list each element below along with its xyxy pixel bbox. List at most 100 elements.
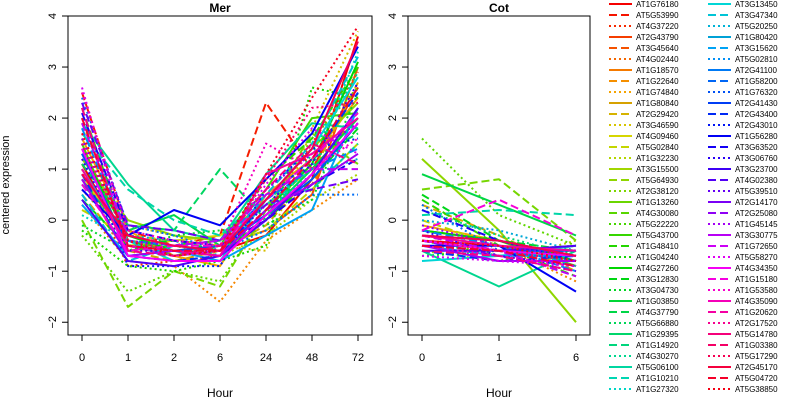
legend-entry-label: AT1G80420: [735, 33, 778, 42]
cot-x-tick-label: 0: [419, 352, 425, 364]
legend-entry-label: AT1G72650: [735, 242, 778, 251]
legend-entry-label: AT5G64930: [636, 176, 679, 185]
legend-entry-label: AT1G04240: [636, 253, 679, 262]
mer-panel: Mer −2 −1 0 1 2 3 4 0 1 2 6 24 48 72 Hour: [47, 1, 373, 400]
legend-entry-label: AT1G32230: [636, 154, 679, 163]
legend-entry-label: AT5G53990: [636, 11, 679, 20]
mer-panel-title: Mer: [209, 1, 231, 15]
cot-x-tick-label: 1: [496, 352, 502, 364]
legend-entry-label: AT2G41430: [735, 99, 778, 108]
cot-series-line: [421, 239, 577, 262]
legend-entry-label: AT4G02380: [735, 176, 778, 185]
cot-series-line: [421, 209, 577, 257]
cot-series-line: [421, 173, 577, 237]
mer-x-tick-label: 0: [79, 352, 85, 364]
legend-entry-label: AT5G17290: [735, 352, 778, 361]
cot-x-axis: 0 1 6: [419, 335, 579, 364]
mer-x-tick-label: 2: [171, 352, 177, 364]
cot-y-tick-label: 3: [387, 64, 399, 70]
legend-entry-label: AT4G35090: [735, 297, 778, 306]
legend-entry-label: AT1G14920: [636, 341, 679, 350]
legend-entry-label: AT3G47340: [735, 11, 778, 20]
cot-series-line: [421, 244, 577, 268]
legend-entry-label: AT4G30270: [636, 352, 679, 361]
legend-entry-label: AT2G43790: [636, 33, 679, 42]
legend-entry-label: AT5G20250: [735, 22, 778, 31]
cot-y-tick-label: 1: [387, 166, 399, 172]
cot-series-line: [421, 203, 577, 262]
mer-y-axis: −2 −1 0 1 2 3 4: [47, 13, 68, 329]
legend-entry-label: AT3G23700: [735, 165, 778, 174]
legend-entry-label: AT4G27260: [636, 264, 679, 273]
legend-entry-label: AT5G04720: [735, 374, 778, 383]
cot-series-line: [421, 239, 577, 262]
legend-entry-label: AT4G37220: [636, 22, 679, 31]
legend-entry-label: AT2G45170: [735, 363, 778, 372]
mer-series-line: [81, 86, 359, 252]
legend-entry-label: AT3G46590: [636, 121, 679, 130]
legend-entry-label: AT1G27320: [636, 385, 679, 394]
legend-entry-label: AT1G22640: [636, 77, 679, 86]
legend-entry-label: AT1G80840: [636, 99, 679, 108]
mer-x-axis-label: Hour: [207, 386, 233, 400]
legend-entry-label: AT3G30775: [735, 231, 778, 240]
cot-series-line: [421, 254, 577, 268]
legend-entry-label: AT1G03850: [636, 297, 679, 306]
cot-x-tick-label: 6: [573, 352, 579, 364]
cot-series-line: [421, 244, 576, 262]
legend-entry-label: AT1G53580: [735, 286, 778, 295]
cot-series-line: [421, 244, 577, 268]
mer-x-tick-label: 6: [217, 352, 223, 364]
legend-entry-label: AT5G02810: [735, 55, 778, 64]
legend-entry-label: AT2G38120: [636, 187, 679, 196]
legend-entry-label: AT2G41100: [735, 66, 778, 75]
cot-series-line: [421, 234, 577, 252]
cot-panel: Cot −2 −1 0 1 2 3 4 0 1 6 Hour: [387, 1, 591, 400]
legend-entry-label: AT3G15500: [636, 165, 679, 174]
mer-x-tick-label: 1: [125, 352, 131, 364]
legend-entry-label: AT5G06100: [636, 363, 679, 372]
mer-series-line: [81, 92, 359, 247]
legend-entry-label: AT5G02840: [636, 143, 679, 152]
legend-entry-label: AT4G34350: [735, 264, 778, 273]
legend-entry-label: AT2G29420: [636, 110, 679, 119]
legend-entry-label: AT2G14170: [735, 198, 778, 207]
cot-panel-title: Cot: [489, 1, 509, 15]
legend-entry-label: AT2G43400: [735, 110, 778, 119]
mer-series-line: [81, 66, 359, 257]
legend-entry-label: AT2G25080: [735, 209, 778, 218]
mer-y-tick-label: −1: [47, 265, 59, 278]
mer-series-line: [81, 132, 359, 308]
legend-entry-label: AT4G37790: [636, 308, 679, 317]
mer-series-line: [81, 122, 359, 262]
cot-y-tick-label: 4: [387, 13, 399, 19]
mer-series-line: [81, 122, 359, 242]
cot-series-line: [421, 249, 577, 273]
cot-y-tick-label: 0: [387, 217, 399, 223]
legend-entry-label: AT1G56280: [735, 132, 778, 141]
cot-x-axis-label: Hour: [486, 386, 512, 400]
legend-entry-label: AT1G20620: [735, 308, 778, 317]
mer-y-tick-label: 3: [47, 64, 59, 70]
legend-entry-label: AT3G15620: [735, 44, 778, 53]
legend-entry-label: AT5G39510: [735, 187, 778, 196]
legend-entry-label: AT2G17520: [735, 319, 778, 328]
legend-entry-label: AT5G58270: [735, 253, 778, 262]
mer-y-tick-label: 1: [47, 166, 59, 172]
mer-x-tick-label: 24: [260, 352, 272, 364]
mer-series-line: [81, 137, 359, 268]
cot-series-line: [421, 219, 577, 252]
cot-y-axis: −2 −1 0 1 2 3 4: [387, 13, 408, 329]
cot-series-group: [421, 137, 577, 323]
legend-entry-label: AT4G02440: [636, 55, 679, 64]
legend-entry-label: AT3G06760: [735, 154, 778, 163]
legend-entry-label: AT3G13450: [735, 0, 778, 9]
legend: AT1G76180 AT5G53990 AT4G37220 AT2G43790 AT3G…: [609, 0, 778, 394]
legend-entry-label: AT2G43010: [735, 121, 778, 130]
legend-entry-label: AT1G29395: [636, 330, 679, 339]
legend-entry-label: AT1G76320: [735, 88, 778, 97]
cot-y-tick-label: −1: [387, 265, 399, 278]
legend-entry-label: AT1G48410: [636, 242, 679, 251]
legend-entry-label: AT1G15180: [735, 275, 778, 284]
